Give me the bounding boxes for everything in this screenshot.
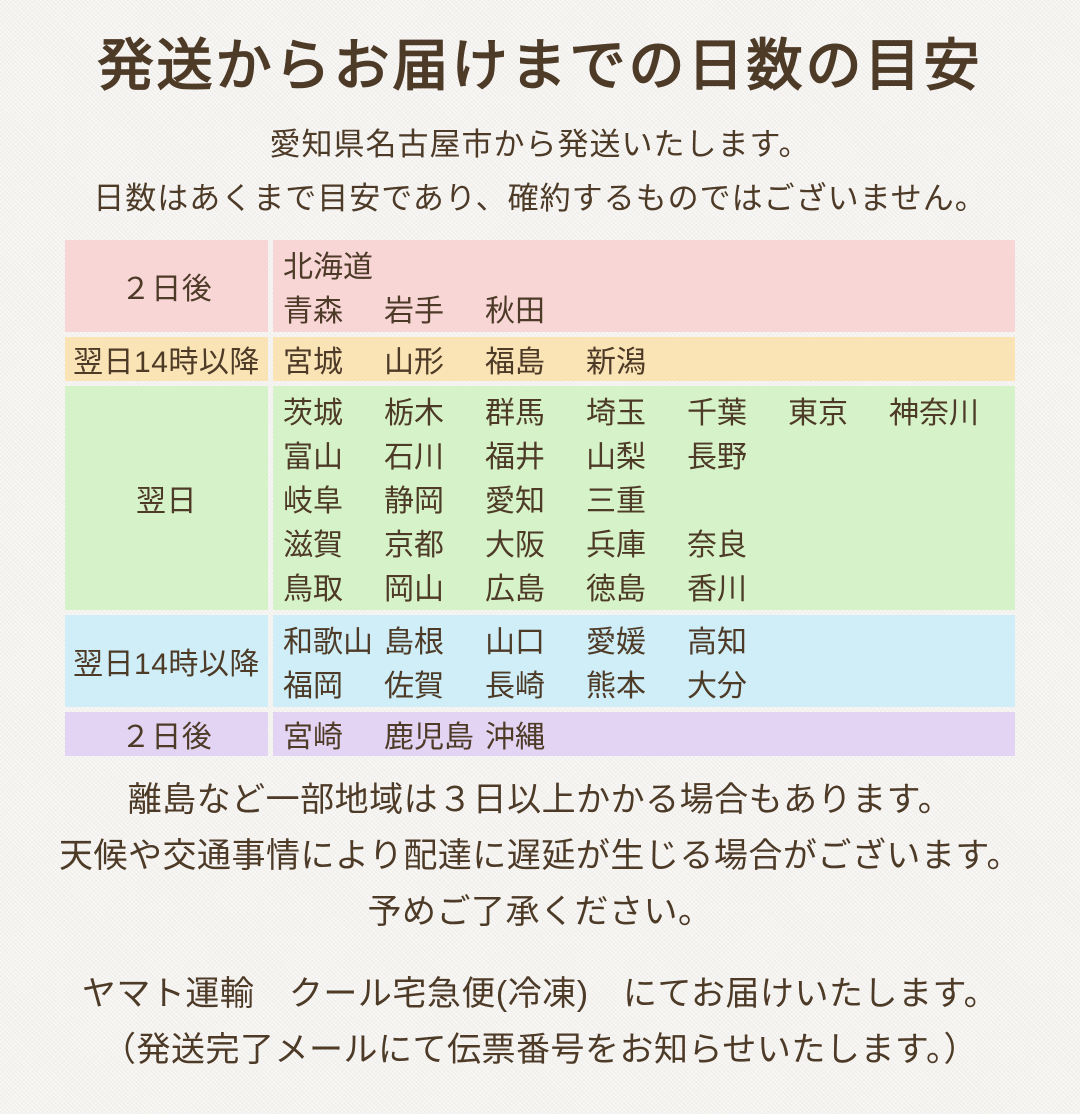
prefecture-name: 宮崎	[283, 721, 343, 755]
ship-origin-text: 愛知県名古屋市から発送いたします。	[269, 127, 811, 163]
prefecture-name: 長野	[687, 441, 747, 475]
prefecture-name: 山梨	[586, 441, 646, 475]
prefecture-list: 北海道青森 岩手 秋田	[273, 240, 1015, 333]
prefecture-name: 山口	[485, 626, 545, 660]
prefecture-name: 千葉	[687, 397, 747, 431]
prefecture-name: 香川	[687, 573, 747, 607]
prefecture-name: 沖縄	[485, 721, 545, 755]
delivery-time-label: ２日後	[65, 240, 268, 333]
prefecture-name: 鹿児島	[384, 721, 474, 755]
prefecture-name: 神奈川	[889, 397, 979, 431]
prefecture-name: 愛媛	[586, 626, 646, 660]
prefecture-line: 滋賀 京都 大阪 兵庫 奈良	[283, 520, 1011, 564]
prefecture-name: 高知	[687, 626, 747, 660]
estimate-disclaimer-text: 日数はあくまで目安であり、確約するものではございません。	[93, 181, 987, 217]
prefecture-name: 島根	[384, 626, 444, 660]
delivery-time-label: 翌日	[65, 386, 268, 611]
prefecture-name: 長崎	[485, 670, 545, 704]
prefecture-name: 岐阜	[283, 485, 343, 519]
prefecture-name: 京都	[384, 529, 444, 563]
note-weather-delay: 天候や交通事情により配達に遅延が生じる場合がございます。	[59, 837, 1021, 876]
prefecture-name: 大分	[687, 670, 747, 704]
prefecture-line: 福岡 佐賀 長崎 熊本 大分	[283, 661, 1011, 705]
note-remote-islands: 離島など一部地域は３日以上かかる場合もあります。	[127, 781, 953, 820]
prefecture-name: 熊本	[586, 670, 646, 704]
prefecture-list: 宮崎 鹿児島 沖縄	[273, 712, 1015, 757]
prefecture-name: 広島	[485, 573, 545, 607]
shipping-info-page: 発送からお届けまでの日数の目安 愛知県名古屋市から発送いたします。 日数はあくま…	[0, 34, 1080, 1114]
prefecture-name: 徳島	[586, 573, 646, 607]
prefecture-name: 鳥取	[283, 573, 343, 607]
prefecture-name: 和歌山	[283, 626, 373, 660]
prefecture-name: 栃木	[384, 397, 444, 431]
prefecture-name: 奈良	[687, 529, 747, 563]
tracking-number-text: （発送完了メールにて伝票番号をお知らせいたします。）	[102, 1031, 978, 1070]
notes-section: 離島など一部地域は３日以上かかる場合もあります。 天候や交通事情により配達に遅延…	[0, 772, 1080, 940]
prefecture-list: 茨城 栃木 群馬 埼玉 千葉 東京 神奈川富山 石川 福井 山梨 長野岐阜 静岡 愛知 三重滋賀 京都 大阪 兵…	[273, 386, 1015, 611]
prefecture-name: 新潟	[586, 346, 646, 380]
prefecture-name: 群馬	[485, 397, 545, 431]
prefecture-name: 山形	[384, 346, 444, 380]
prefecture-name: 富山	[283, 441, 343, 475]
prefecture-name: 秋田	[485, 295, 545, 329]
prefecture-name: 静岡	[384, 485, 444, 519]
prefecture-line: 青森 岩手 秋田	[283, 286, 1011, 330]
prefecture-name: 北海道	[283, 251, 373, 285]
delivery-row: 翌日14時以降 宮城 山形 福島 新潟	[65, 337, 1015, 382]
prefecture-name: 三重	[586, 485, 646, 519]
delivery-row: ２日後 北海道青森 岩手 秋田	[65, 240, 1015, 333]
prefecture-name: 岩手	[384, 295, 444, 329]
prefecture-list: 宮城 山形 福島 新潟	[273, 337, 1015, 382]
prefecture-line: 北海道	[283, 242, 1011, 286]
prefecture-name: 青森	[283, 295, 343, 329]
prefecture-name: 福井	[485, 441, 545, 475]
prefecture-name: 岡山	[384, 573, 444, 607]
prefecture-line: 宮城 山形 福島 新潟	[283, 341, 1011, 379]
prefecture-line: 岐阜 静岡 愛知 三重	[283, 476, 1011, 520]
delivery-row: 翌日14時以降 和歌山 島根 山口 愛媛 高知福岡 佐賀 長崎 熊本 大分	[65, 615, 1015, 708]
carrier-section: ヤマト運輸 クール宅急便(冷凍) にてお届けいたします。 （発送完了メールにて伝…	[0, 966, 1080, 1078]
prefecture-name: 愛知	[485, 485, 545, 519]
prefecture-name: 石川	[384, 441, 444, 475]
prefecture-line: 宮崎 鹿児島 沖縄	[283, 716, 1011, 754]
prefecture-name: 茨城	[283, 397, 343, 431]
delivery-row: 翌日 茨城 栃木 群馬 埼玉 千葉 東京 神奈川富山 石川 福井 山梨 長野岐阜 静岡 愛知 三重滋賀 京都 大…	[65, 386, 1015, 611]
prefecture-line: 鳥取 岡山 広島 徳島 香川	[283, 564, 1011, 608]
delivery-time-label: 翌日14時以降	[65, 337, 268, 382]
prefecture-line: 富山 石川 福井 山梨 長野	[283, 432, 1011, 476]
delivery-time-label: ２日後	[65, 712, 268, 757]
prefecture-list: 和歌山 島根 山口 愛媛 高知福岡 佐賀 長崎 熊本 大分	[273, 615, 1015, 708]
delivery-time-label: 翌日14時以降	[65, 615, 268, 708]
prefecture-name: 東京	[788, 397, 848, 431]
prefecture-name: 福岡	[283, 670, 343, 704]
page-title: 発送からお届けまでの日数の目安	[97, 34, 983, 97]
delivery-days-table: ２日後 北海道 青森 岩手 秋田 翌日14時以降 宮城 山形 福島 新潟 翌日 茨城 栃木 群馬 埼玉 千葉東…	[65, 240, 1015, 757]
prefecture-line: 茨城 栃木 群馬 埼玉 千葉 東京 神奈川	[283, 388, 1011, 432]
prefecture-name: 埼玉	[586, 397, 646, 431]
prefecture-name: 佐賀	[384, 670, 444, 704]
prefecture-line: 和歌山 島根 山口 愛媛 高知	[283, 617, 1011, 661]
prefecture-name: 兵庫	[586, 529, 646, 563]
prefecture-name: 大阪	[485, 529, 545, 563]
prefecture-name: 宮城	[283, 346, 343, 380]
prefecture-name: 福島	[485, 346, 545, 380]
carrier-service-text: ヤマト運輸 クール宅急便(冷凍) にてお届けいたします。	[81, 975, 999, 1014]
note-understanding: 予めご了承ください。	[367, 893, 713, 932]
delivery-row: ２日後 宮崎 鹿児島 沖縄	[65, 712, 1015, 757]
prefecture-name: 滋賀	[283, 529, 343, 563]
